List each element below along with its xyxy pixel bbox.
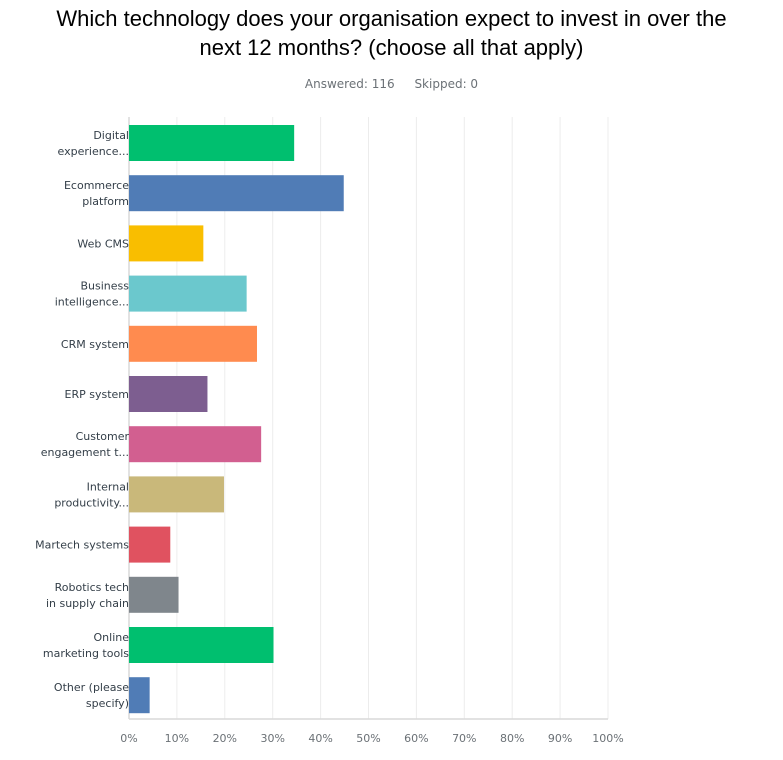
category-label: engagement t... [41, 446, 129, 459]
x-tick-label: 30% [260, 732, 284, 745]
bar [129, 476, 224, 513]
category-label: productivity... [54, 496, 129, 509]
x-tick-label: 10% [165, 732, 189, 745]
category-label: in supply chain [46, 597, 129, 610]
bar [129, 325, 257, 362]
category-label: Customer [76, 430, 130, 443]
category-label: Robotics tech [55, 581, 129, 594]
category-label: platform [82, 195, 129, 208]
category-label: Internal [87, 480, 129, 493]
bar [129, 526, 171, 563]
category-label: Ecommerce [64, 179, 129, 192]
x-tick-label: 70% [452, 732, 476, 745]
chart-title-line: next 12 months? (choose all that apply) [199, 35, 584, 60]
category-label: Martech systems [35, 539, 129, 552]
answered-count: Answered: 116 [304, 77, 395, 91]
category-label: CRM system [61, 338, 129, 351]
category-label: Online [94, 631, 130, 644]
chart-title-line: Which technology does your organisation … [56, 6, 727, 31]
category-label: ERP system [65, 388, 130, 401]
bar [129, 376, 208, 412]
x-tick-label: 50% [356, 732, 380, 745]
x-tick-label: 60% [404, 732, 428, 745]
bar [129, 627, 274, 663]
category-label: Business [80, 280, 129, 293]
category-label: specify) [86, 697, 129, 710]
skipped-count: Skipped: 0 [414, 77, 479, 91]
response-summary: Answered: 116 Skipped: 0 [0, 77, 783, 91]
bar [129, 576, 179, 613]
x-tick-label: 0% [120, 732, 137, 745]
category-label: experience... [58, 145, 129, 158]
bar [129, 275, 247, 312]
category-label: Web CMS [77, 237, 129, 250]
bar [129, 175, 344, 212]
bar [129, 125, 295, 161]
x-tick-label: 20% [213, 732, 237, 745]
x-tick-label: 80% [500, 732, 524, 745]
bar [129, 225, 204, 262]
chart-title: Which technology does your organisation … [0, 4, 783, 62]
x-tick-label: 40% [308, 732, 332, 745]
category-label: intelligence... [55, 296, 129, 309]
bar [129, 677, 150, 714]
category-label: Other (please [54, 681, 129, 694]
x-tick-label: 100% [592, 732, 623, 745]
x-tick-label: 90% [548, 732, 572, 745]
bar [129, 426, 262, 463]
category-label: marketing tools [43, 647, 129, 660]
category-label: Digital [93, 129, 129, 142]
